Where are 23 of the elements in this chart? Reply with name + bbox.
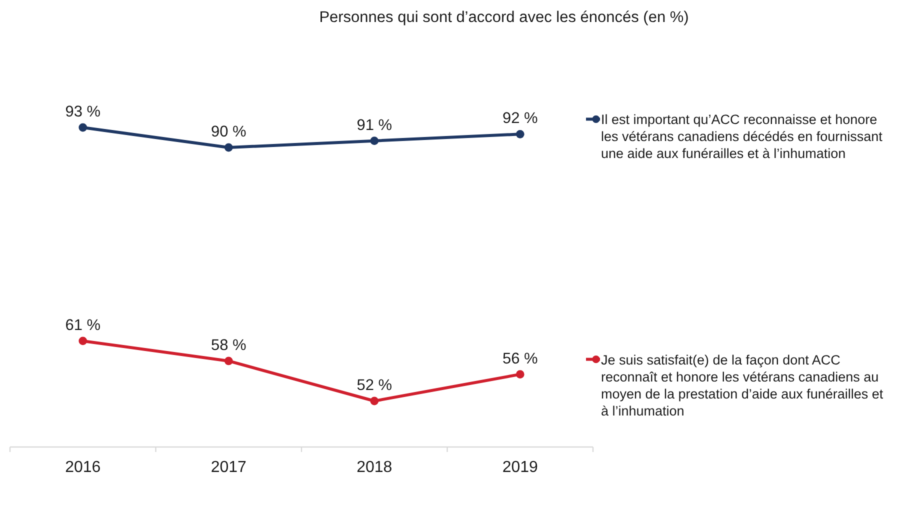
point: [370, 396, 379, 406]
chart-title: Personnes qui sont d’accord avec les énoncés (en %): [319, 9, 689, 26]
data-label: 61 %: [65, 316, 101, 334]
legend-label: Je suis satisfait(e) de la façon dont ACC reconnaît et honore les vétérans canadiens au moyen de la prestation d’aide aux funérailles et à l’inhumation: [601, 352, 884, 418]
data-label: 90 %: [210, 124, 246, 141]
x-tick-label: 2016: [65, 459, 101, 476]
x-tick-label: 2019: [502, 459, 538, 476]
data-label: 92 %: [502, 110, 538, 128]
x-tick-label: 2018: [356, 459, 392, 476]
point: [516, 130, 524, 138]
legend-label: Il est important qu’ACC reconnaisse et honore les vétérans canadiens décédés en fournissant une aide aux funérailles et à l’inhumation: [601, 112, 883, 162]
x-tick-label: 2017: [210, 459, 247, 476]
point: [370, 136, 379, 146]
point: [224, 356, 233, 366]
point: [78, 336, 88, 346]
data-label: 52 %: [356, 377, 392, 394]
data-label: 56 %: [502, 350, 538, 368]
point: [224, 143, 233, 152]
point: [516, 370, 524, 379]
data-label: 93 %: [65, 104, 101, 120]
data-label: 58 %: [210, 336, 246, 354]
point: [78, 123, 88, 132]
data-label: 91 %: [356, 116, 392, 134]
